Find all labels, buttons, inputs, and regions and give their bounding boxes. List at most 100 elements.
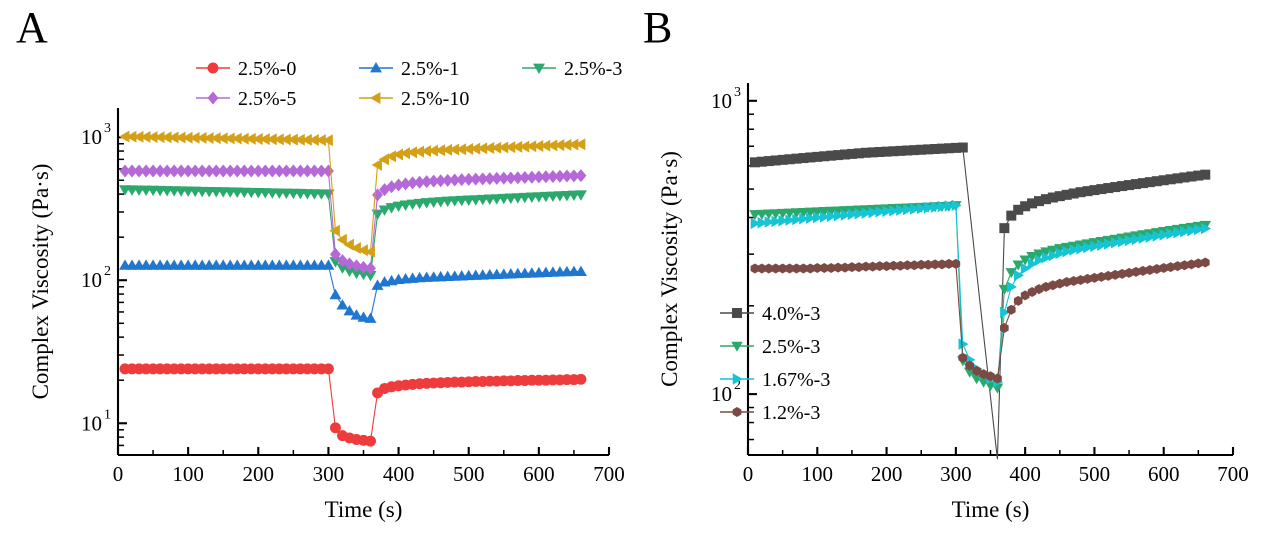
data-point xyxy=(364,245,375,258)
data-point xyxy=(259,133,270,146)
data-point xyxy=(1201,222,1212,235)
legend-marker xyxy=(732,308,742,318)
data-point xyxy=(958,352,968,363)
data-point xyxy=(951,258,961,269)
x-tick-label: 300 xyxy=(313,462,345,486)
data-point xyxy=(957,142,968,153)
svg-text:3: 3 xyxy=(104,121,111,136)
data-point xyxy=(322,134,333,147)
series-line xyxy=(125,170,581,270)
data-point xyxy=(455,143,467,156)
data-point xyxy=(958,338,969,350)
data-point xyxy=(923,201,934,214)
legend-label: 2.5%-5 xyxy=(238,88,296,110)
data-point xyxy=(182,131,193,144)
data-point xyxy=(189,131,200,144)
series-2.5%-10 xyxy=(119,130,586,258)
data-point xyxy=(554,169,566,183)
data-point xyxy=(826,263,836,274)
data-point xyxy=(308,134,319,146)
y-axis-title: Complex Viscosity (Pa·s) xyxy=(28,164,53,400)
data-point xyxy=(504,141,516,154)
data-point xyxy=(119,164,131,178)
data-point xyxy=(574,138,586,151)
data-point xyxy=(1062,277,1072,288)
legend-marker xyxy=(732,407,742,417)
data-point xyxy=(1041,281,1051,292)
data-series-group xyxy=(119,130,587,447)
data-point xyxy=(147,131,158,144)
data-point xyxy=(505,171,517,185)
data-point xyxy=(916,259,926,270)
x-tick-label: 700 xyxy=(593,462,625,486)
data-point xyxy=(847,262,857,273)
data-point xyxy=(294,133,305,146)
legend-marker xyxy=(533,63,545,74)
data-point xyxy=(1117,268,1127,279)
data-point xyxy=(490,141,502,154)
data-point xyxy=(539,139,551,152)
legend-label: 2.5%-3 xyxy=(564,58,622,80)
data-point xyxy=(575,373,587,385)
data-point xyxy=(1194,223,1205,236)
data-point xyxy=(847,208,858,221)
data-point xyxy=(792,263,801,274)
data-point xyxy=(1034,284,1044,295)
data-point xyxy=(1069,276,1078,287)
data-point xyxy=(1187,224,1198,237)
data-point xyxy=(930,259,940,270)
data-point xyxy=(518,140,530,153)
data-point xyxy=(1159,263,1169,274)
data-point xyxy=(154,131,165,144)
panel-a-letter: A xyxy=(16,3,48,52)
x-axis-title: Time (s) xyxy=(325,497,403,522)
data-point xyxy=(329,224,340,237)
data-point xyxy=(1027,286,1037,297)
data-point xyxy=(526,170,538,184)
data-point xyxy=(882,205,893,218)
data-point xyxy=(999,223,1010,234)
data-point xyxy=(833,209,844,222)
x-tick-label: 400 xyxy=(383,462,415,486)
data-point xyxy=(498,171,510,185)
legend-entry: 2.5%-5 xyxy=(196,88,296,110)
data-point xyxy=(217,132,228,145)
data-point xyxy=(574,190,587,201)
data-point xyxy=(868,206,879,219)
data-point xyxy=(1145,264,1155,275)
data-point xyxy=(1055,278,1065,289)
data-point xyxy=(757,263,767,274)
x-tick-label: 100 xyxy=(802,462,834,486)
data-point xyxy=(273,133,284,146)
data-point xyxy=(491,171,503,185)
data-point xyxy=(532,140,544,152)
data-point xyxy=(903,203,914,216)
x-axis-title: Time (s) xyxy=(952,497,1030,522)
data-point xyxy=(1000,323,1009,334)
data-point xyxy=(771,215,782,228)
data-point xyxy=(448,143,460,156)
x-tick-label: 100 xyxy=(172,462,204,486)
data-point xyxy=(245,132,256,145)
data-point xyxy=(203,132,214,145)
data-point xyxy=(406,146,418,159)
data-point xyxy=(1152,230,1163,242)
data-point xyxy=(231,164,243,178)
data-point xyxy=(133,164,145,178)
panel-b-letter: B xyxy=(643,3,673,52)
data-point xyxy=(371,279,384,290)
data-point xyxy=(937,259,947,270)
data-point xyxy=(147,164,159,178)
data-point xyxy=(175,164,187,178)
data-point xyxy=(1006,304,1016,315)
data-point xyxy=(861,261,871,272)
data-point xyxy=(463,172,475,186)
series-line xyxy=(754,146,1206,460)
data-point xyxy=(392,148,403,161)
data-point xyxy=(909,260,919,271)
data-point xyxy=(937,200,948,213)
data-point xyxy=(1013,269,1024,282)
data-point xyxy=(757,216,768,229)
data-point xyxy=(1110,237,1121,249)
data-point xyxy=(168,131,179,144)
